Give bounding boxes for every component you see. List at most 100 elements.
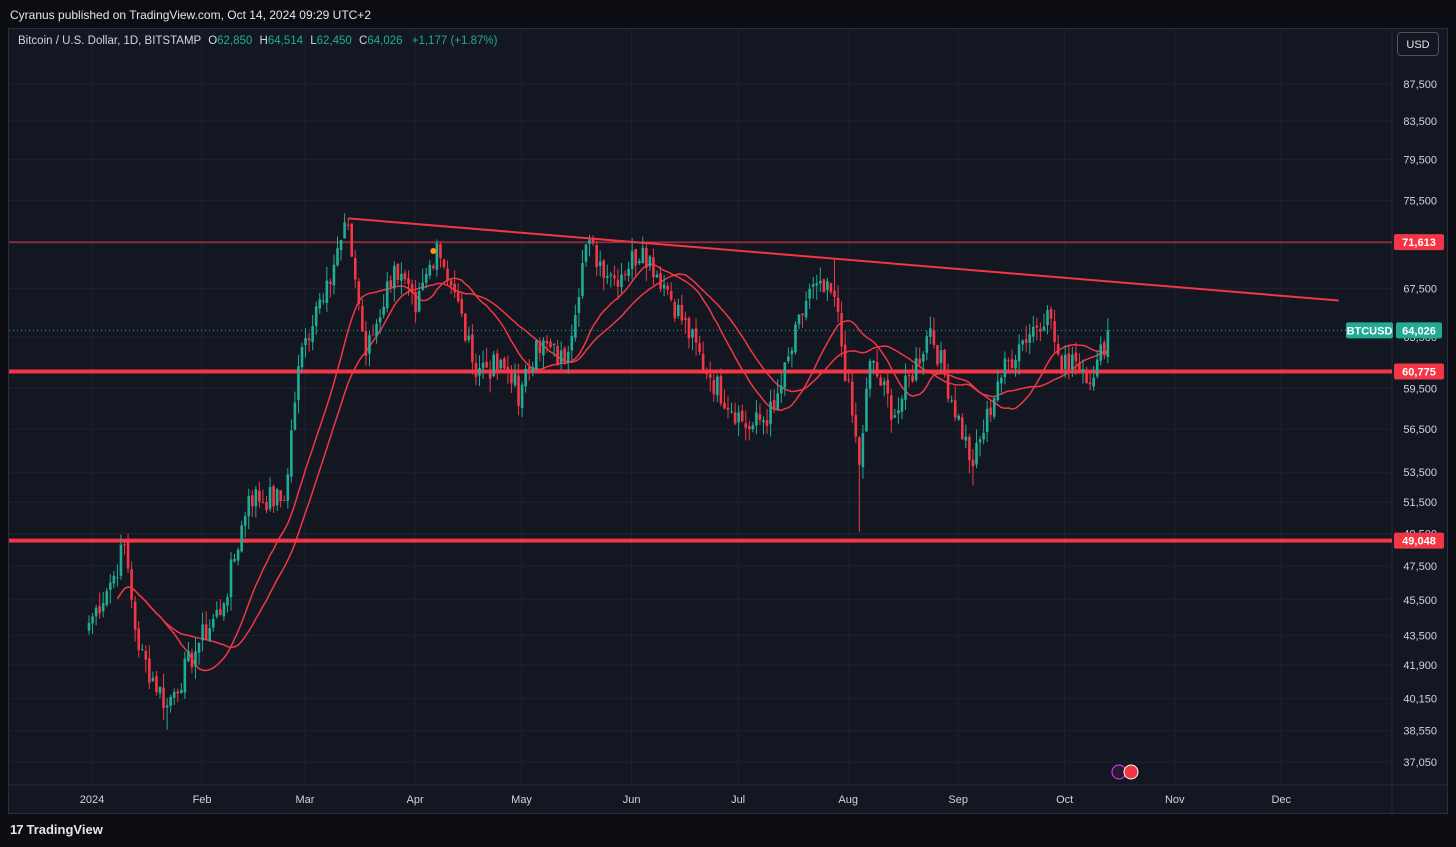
candle-body [897, 410, 900, 414]
candle-body [1000, 377, 1003, 384]
currency-button[interactable]: USD [1397, 32, 1439, 56]
candle-body [847, 379, 850, 381]
level-price-label: 49,048 [1402, 536, 1436, 548]
candle-body [211, 618, 215, 628]
us-flag-icon[interactable] [1123, 764, 1139, 780]
brand-name: TradingView [26, 822, 103, 837]
candle-body [787, 356, 790, 362]
level-price-label: 60,775 [1402, 367, 1436, 379]
candle-body [311, 326, 314, 342]
candle-body [708, 374, 712, 378]
candle-body [829, 283, 833, 293]
candle-body [758, 414, 762, 421]
candle-body [609, 274, 613, 276]
candle-body [1024, 339, 1028, 343]
candle-body [929, 328, 932, 337]
candle-body [339, 240, 343, 250]
candle-body [971, 459, 975, 467]
level-price-tag [1394, 234, 1444, 251]
time-tick-label: Dec [1271, 794, 1291, 806]
candle-body [900, 398, 904, 412]
candle-body [236, 549, 240, 561]
candle-body [322, 300, 325, 302]
candle-body [637, 260, 641, 264]
candle-body [740, 410, 744, 422]
candle-body [737, 412, 740, 423]
candle-body [208, 628, 211, 641]
price-tick-label: 40,150 [1403, 694, 1437, 706]
candle-body [275, 489, 279, 506]
candle-body [382, 306, 385, 316]
candle-body [890, 395, 893, 420]
candle-body [467, 335, 471, 341]
time-tick-label: Aug [838, 794, 858, 806]
candle-body [907, 375, 911, 377]
candle-body [357, 281, 361, 304]
candle-body [779, 385, 783, 394]
candle-body [641, 247, 645, 264]
candle-body [815, 283, 819, 286]
candle-body [978, 439, 982, 443]
level-price-tag [1394, 363, 1444, 380]
price-tick-label: 45,500 [1403, 595, 1437, 607]
tradingview-brand[interactable]: 17 TradingView [10, 822, 103, 837]
candle-body [645, 247, 648, 268]
candle-body [1049, 308, 1053, 319]
candle-body [684, 318, 687, 320]
candle-body [968, 436, 971, 461]
candle-body [435, 243, 439, 270]
time-axis[interactable]: 2024 Feb Mar Apr May Jun Jul Aug Sep Oct Nov Dec [80, 794, 1292, 806]
candle-body [669, 291, 673, 300]
candle-body [925, 336, 929, 353]
time-tick-label: Mar [296, 794, 315, 806]
candle-body [268, 487, 272, 509]
low-label: L [310, 35, 317, 47]
candle-body [1099, 344, 1103, 361]
candle-body [1106, 330, 1110, 358]
candle-body [755, 412, 758, 426]
candle-body [116, 577, 119, 579]
candle-body [226, 597, 229, 606]
time-tick-label: 2024 [80, 794, 104, 806]
candle-body [396, 263, 400, 280]
candle-body [517, 375, 520, 406]
candle-body [655, 274, 659, 278]
event-marker-icon[interactable] [430, 248, 437, 254]
candle-body [314, 306, 318, 326]
candle-body [843, 344, 847, 381]
candle-body [545, 341, 549, 344]
candle-body [133, 601, 137, 630]
price-tick-label: 37,050 [1403, 757, 1437, 769]
chart-pane[interactable] [8, 28, 1448, 814]
candle-body [733, 412, 737, 424]
candle-body [488, 369, 492, 379]
price-axis[interactable]: 87,50083,50079,50075,50071,50067,50063,5… [1403, 79, 1437, 769]
candle-body [91, 616, 94, 624]
candle-body [499, 359, 503, 369]
price-tick-label: 75,500 [1403, 195, 1437, 207]
trendline-group[interactable] [348, 217, 1339, 302]
candle-body [286, 474, 290, 501]
descending-trendline[interactable] [348, 217, 1339, 302]
candle-body [304, 338, 307, 346]
candle-body [893, 415, 897, 418]
candle-body [751, 425, 755, 430]
candle-body [613, 275, 616, 279]
candle-body [531, 366, 535, 372]
candle-body [414, 291, 417, 313]
symbol-tag [1346, 322, 1393, 339]
candle-body [180, 690, 183, 693]
candle-body [169, 696, 172, 706]
candle-body [492, 354, 495, 377]
candle-body [1078, 362, 1081, 370]
level-price-label: 71,613 [1402, 237, 1436, 249]
publisher-bar: Cyranus published on TradingView.com, Oc… [0, 0, 1456, 28]
candle-body [868, 360, 872, 389]
change-value: +1,177 (+1.87%) [411, 35, 498, 47]
candle-body [549, 341, 552, 348]
candle-body [840, 313, 843, 347]
time-tick-label: Jul [731, 794, 745, 806]
symbol-title[interactable]: Bitcoin / U.S. Dollar, 1D, BITSTAMP [18, 35, 201, 47]
candle-body [982, 432, 985, 440]
